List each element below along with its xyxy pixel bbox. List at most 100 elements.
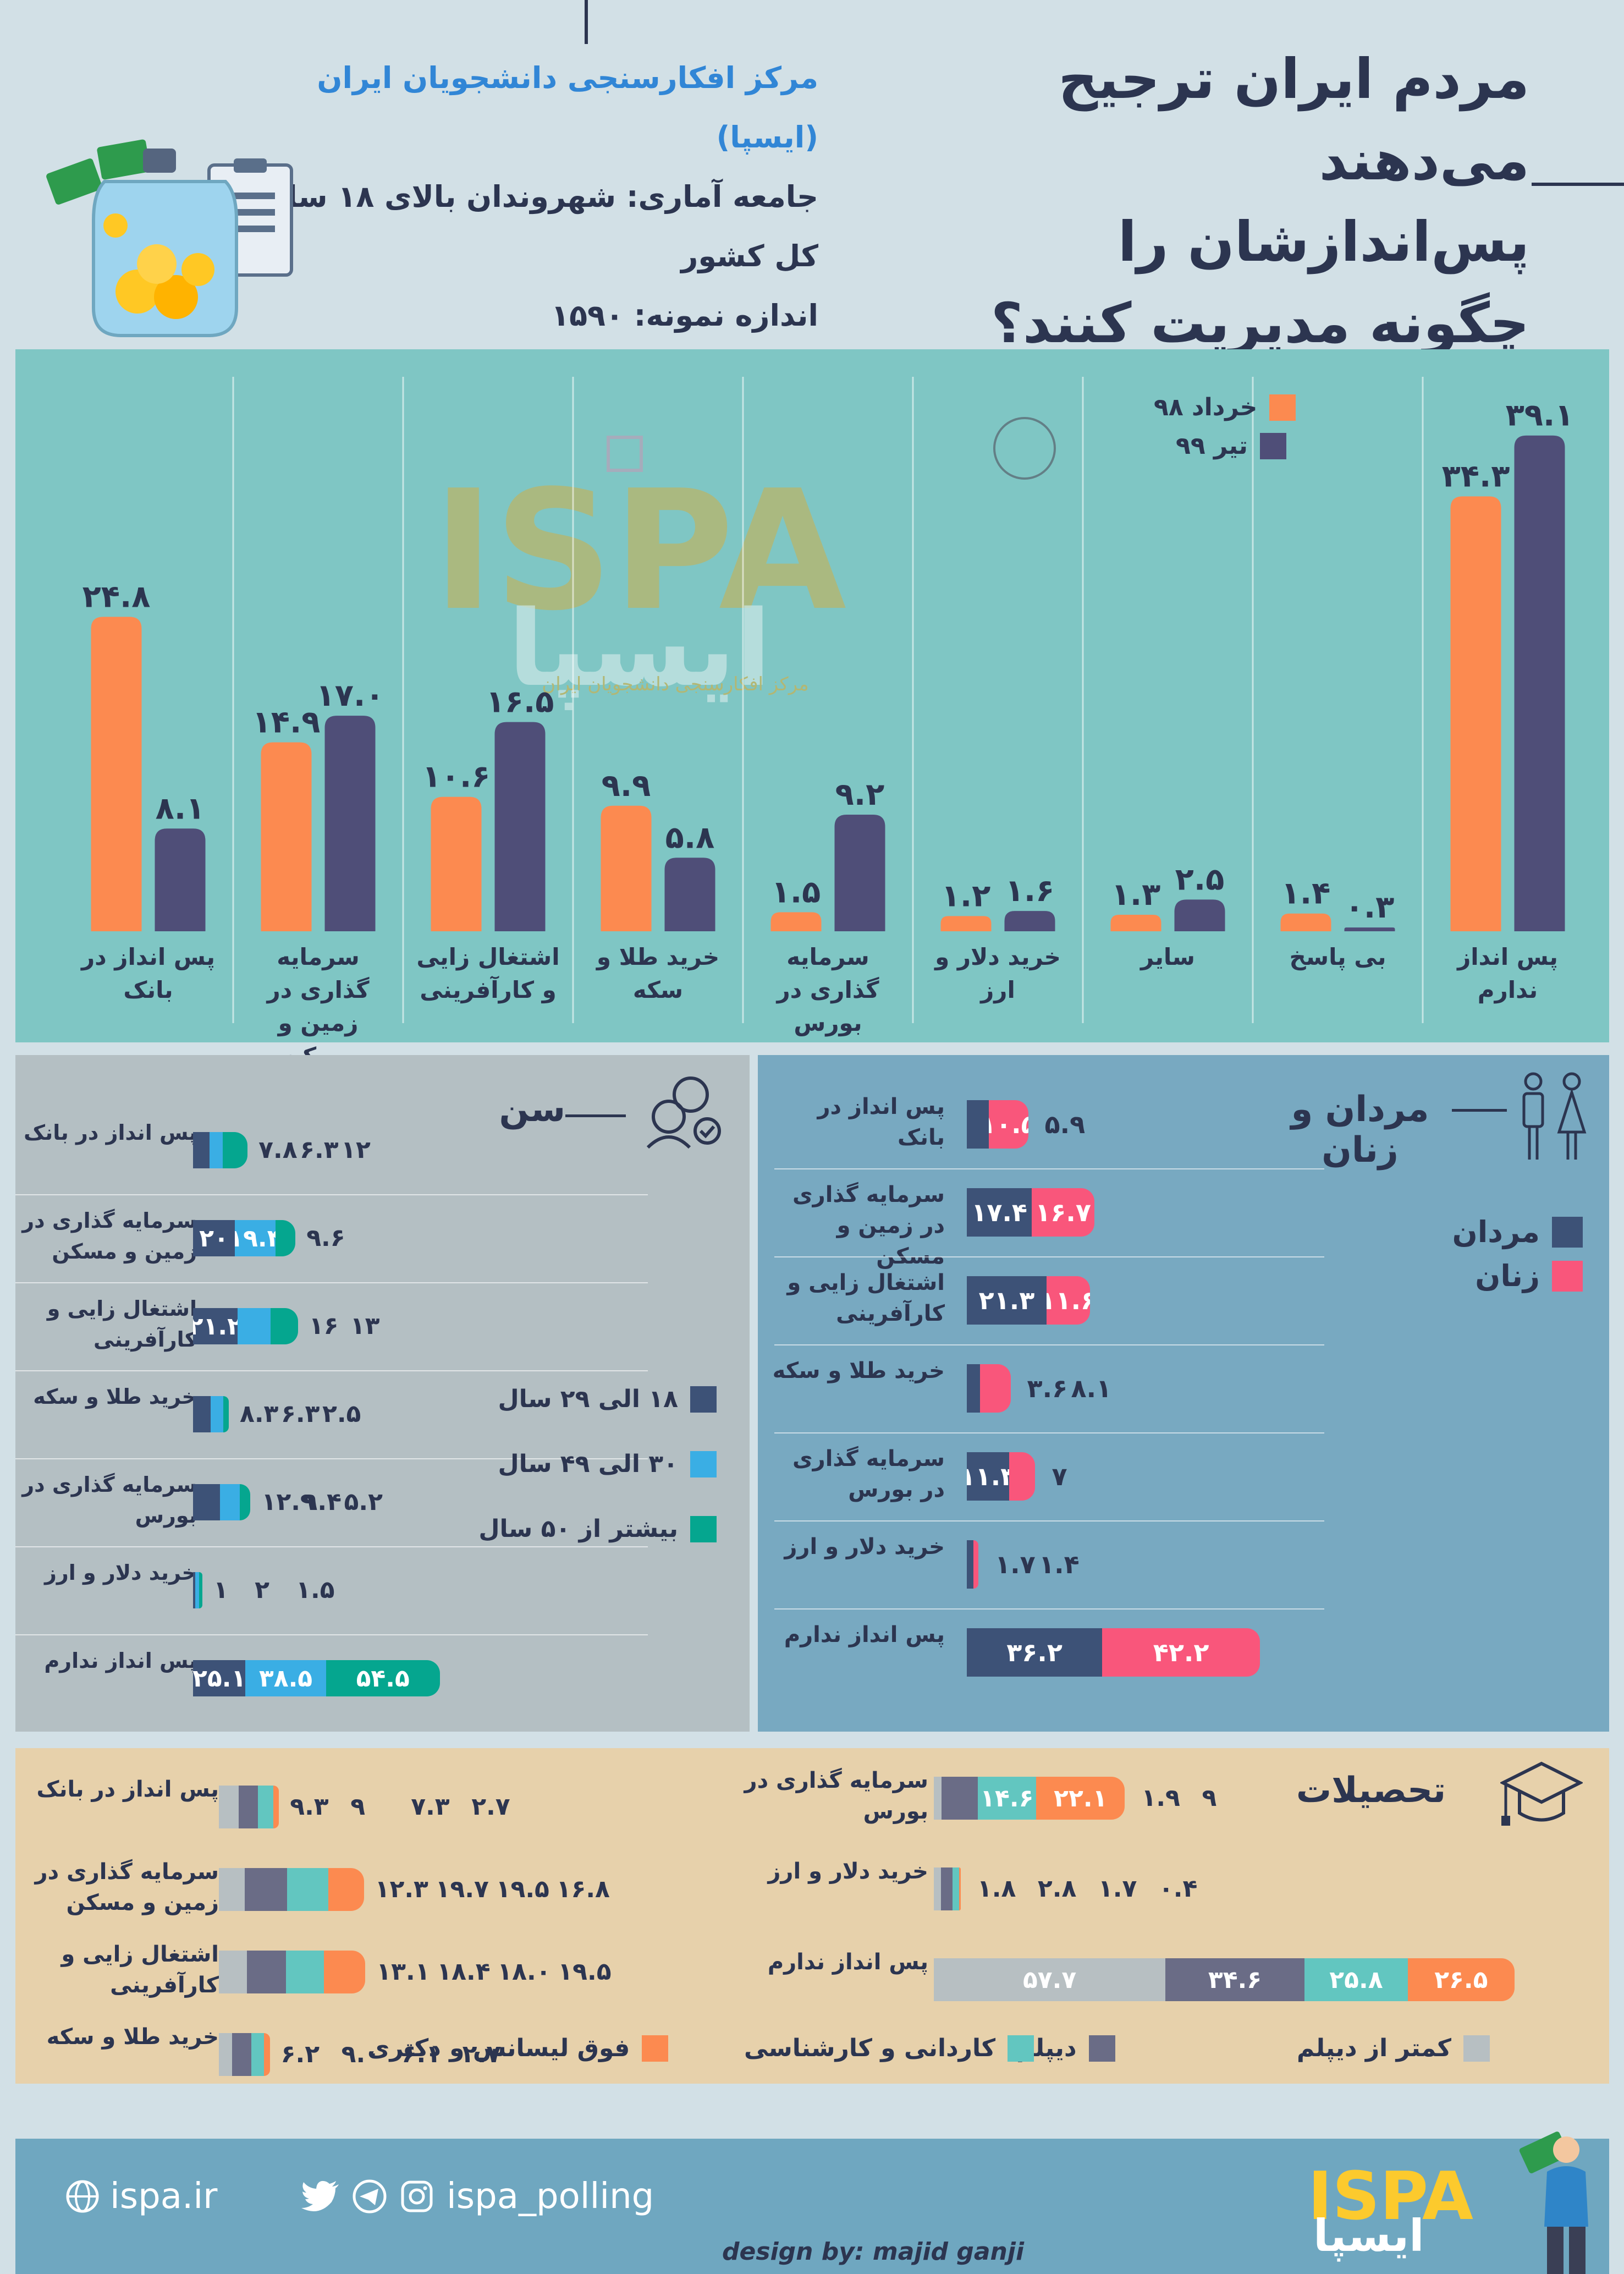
segment-value-outside: ۱۲.۳ [375, 1875, 428, 1903]
segment-value-outside: ۷.۸ [258, 1136, 298, 1164]
row-label: سرمایه گذاری در بورس [792, 1446, 945, 1502]
row-label: پس انداز ندارم [767, 1949, 928, 1975]
stacked-segment [219, 1868, 245, 1911]
gender-legend-item: مردان [1452, 1215, 1583, 1249]
stacked-segment: ۲۱.۲ [193, 1308, 238, 1344]
row-label: خرید دلار و ارز [784, 1534, 945, 1559]
stacked-segment: ۲۵.۸ [1304, 1958, 1408, 2001]
info-label: جامعه آماری: [616, 179, 818, 214]
stacked-segment: ۱۱.۶ [1046, 1276, 1090, 1325]
segment-value: ۲۶.۵ [1434, 1965, 1488, 1994]
category-label: اشتغال زایی و کارآفرینی [416, 943, 560, 1003]
title-line-3: چگونه مدیریت کنند؟ [990, 291, 1529, 355]
legend-swatch-navy [1259, 432, 1286, 459]
row-divider [15, 1546, 648, 1547]
stacked-segment: ۵۴.۵ [326, 1660, 440, 1696]
watermark-persian: ایسپا [508, 588, 772, 710]
bar-khordad-98 [1110, 915, 1161, 931]
stacked-segment: ۴۲.۲ [1102, 1628, 1260, 1677]
segment-value-outside: ۱۹.۷ [435, 1875, 489, 1903]
stacked-segment [275, 1220, 296, 1256]
bar-value-label: ۹.۲ [835, 777, 885, 812]
category-label: سرمایه گذاری در زمین و مسکن [267, 943, 370, 1069]
bar-value-label: ۱.۵ [772, 874, 821, 910]
footer-credit: design by: majid ganji [722, 2238, 1025, 2266]
footer: ispa.ir ispa_polling design by: majid ga… [15, 2132, 1609, 2274]
segment-value-outside: ۱.۸ [977, 1875, 1016, 1903]
bar-value-label: ۳۴.۳ [1442, 458, 1510, 494]
handle-text: ispa_polling [447, 2176, 654, 2217]
row-divider [15, 1370, 648, 1371]
segment-value-outside: ۱.۷ [995, 1550, 1036, 1579]
stacked-segment [232, 2033, 251, 2076]
segment-value-outside: ۷.۳ [411, 1793, 450, 1821]
footer-social[interactable]: ispa_polling [301, 2176, 654, 2217]
stacked-segment: ۲۶.۵ [1408, 1958, 1515, 2001]
segment-value-outside: ۸.۳ [239, 1400, 279, 1428]
segment-value-outside: ۰.۴ [1158, 1875, 1198, 1903]
stacked-segment [967, 1364, 981, 1413]
segment-value-outside: ۵.۹ [1044, 1109, 1086, 1139]
footer-site[interactable]: ispa.ir [65, 2176, 217, 2217]
globe-icon [66, 2180, 99, 2213]
category-label: سرمایه گذاری در بورس [777, 943, 879, 1036]
row-divider [15, 1282, 648, 1283]
age-legend-item: ۳۰ الی ۴۹ سال [498, 1450, 717, 1478]
stacked-segment [941, 1777, 978, 1820]
education-legend-swatch [1008, 2035, 1034, 2062]
telegram-icon [353, 2179, 387, 2213]
age-legend-item: ۱۸ الی ۲۹ سال [498, 1385, 717, 1413]
row-divider [15, 1634, 648, 1635]
bar-value-label: ۱.۴ [1281, 876, 1331, 911]
row-divider [774, 1168, 1324, 1169]
row-label: سرمایه گذاری در زمین و مسکن [35, 1859, 219, 1915]
watermark-check-icon [607, 436, 643, 472]
stacked-segment [273, 1786, 279, 1828]
segment-value-outside: ۶.۱ [401, 2040, 441, 2068]
stacked-segment [934, 1867, 942, 1910]
stacked-segment: ۲۱.۳ [967, 1276, 1047, 1325]
stacked-segment [237, 1308, 271, 1344]
twitter-icon [301, 2180, 339, 2211]
row-label: خرید طلا و سکه [46, 2024, 219, 2050]
stacked-segment [223, 1396, 229, 1432]
footer-logo-latin: ISPA [1308, 2158, 1473, 2235]
bar-value-label: ۹.۹ [602, 768, 651, 804]
education-legend-label: فوق لیسانس و دکتری [367, 2034, 630, 2062]
bar-value-label: ۵.۸ [665, 820, 715, 855]
segment-value-outside: ۹.۴ [302, 1488, 342, 1516]
segment-value-outside: ۹.۳ [290, 1793, 329, 1821]
segment-value: ۳۴.۶ [1208, 1965, 1262, 1994]
bar-value-label: ۱.۶ [1005, 873, 1055, 909]
age-legend-label: بیشتر از ۵۰ سال [478, 1515, 678, 1543]
row-label: خرید طلا و سکه [772, 1358, 945, 1383]
age-legend-swatch [690, 1451, 717, 1477]
segment-value: ۴۲.۲ [1153, 1638, 1209, 1667]
segment-value: ۳۸.۵ [258, 1664, 313, 1693]
segment-value-outside: ۲.۵ [322, 1400, 361, 1428]
segment-value-outside: ۶.۳ [300, 1136, 339, 1164]
stacked-segment [195, 1572, 200, 1608]
stacked-segment [222, 1132, 248, 1168]
row-label: خرید طلا و سکه [33, 1385, 197, 1409]
row-divider [15, 1458, 648, 1459]
education-legend-label: کاردانی و کارشناسی [744, 2034, 996, 2062]
stacked-segment [271, 1308, 298, 1344]
stacked-segment [239, 1484, 251, 1520]
stacked-segment [219, 2033, 232, 2076]
gender-legend-label: مردان [1452, 1215, 1540, 1249]
bar-value-label: ۸.۱ [156, 790, 205, 826]
bar-tir-99 [1174, 899, 1225, 931]
education-legend-item: فوق لیسانس و دکتری [367, 2034, 669, 2062]
title-line-1: مردم ایران ترجیح می‌دهند [1058, 47, 1529, 193]
gender-legend-swatch [1552, 1260, 1583, 1292]
category-label: پس انداز ندارم [1457, 943, 1558, 1003]
row-label: پس انداز ندارم [784, 1622, 945, 1647]
segment-value-outside: ۱۸.۴ [437, 1958, 491, 1986]
row-divider [774, 1256, 1324, 1257]
segment-value: ۲۱.۲ [193, 1312, 238, 1341]
stacked-segment [959, 1867, 961, 1910]
footer-logo-persian: ایسپا [1313, 2210, 1424, 2261]
segment-value-outside: ۱۶ [309, 1312, 339, 1340]
segment-value: ۲۵.۸ [1329, 1965, 1383, 1994]
